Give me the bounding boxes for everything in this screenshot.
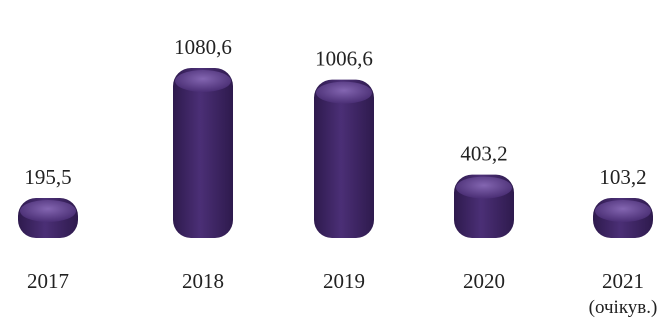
bar-2019 bbox=[314, 79, 374, 238]
category-label: 2018 bbox=[182, 269, 224, 293]
bars-group bbox=[18, 68, 653, 238]
value-label: 195,5 bbox=[24, 165, 71, 189]
labels-group: 195,5 2017 1080,6 2018 1006,6 2019 403,2 2020 10… bbox=[24, 35, 657, 318]
category-label: 2019 bbox=[323, 269, 365, 293]
bar-body bbox=[314, 79, 374, 238]
bar-2021 bbox=[593, 198, 653, 238]
category-label: 2017 bbox=[27, 269, 69, 293]
category-label: 2020 bbox=[463, 269, 505, 293]
bar-2020 bbox=[454, 174, 514, 238]
bar-body bbox=[173, 68, 233, 238]
bar-cap bbox=[20, 200, 76, 222]
bar-cap bbox=[595, 200, 651, 222]
value-label: 1006,6 bbox=[315, 47, 373, 71]
category-note: (очікув.) bbox=[589, 297, 658, 318]
bar-cap bbox=[456, 176, 512, 199]
value-label: 403,2 bbox=[460, 142, 507, 166]
bar-2017 bbox=[18, 198, 78, 238]
value-label: 1080,6 bbox=[174, 35, 232, 59]
category-label: 2021 bbox=[602, 269, 644, 293]
bar-cap bbox=[175, 70, 231, 92]
bar-cap bbox=[316, 81, 372, 104]
value-label: 103,2 bbox=[599, 165, 646, 189]
bar-2018 bbox=[173, 68, 233, 238]
